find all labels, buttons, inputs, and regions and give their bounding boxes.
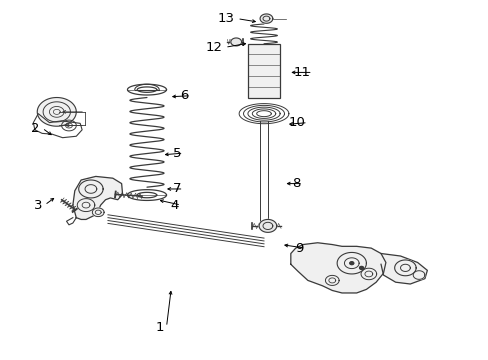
Text: 3: 3 [34, 199, 42, 212]
Text: 5: 5 [172, 147, 181, 159]
Text: 6: 6 [180, 89, 188, 102]
Polygon shape [37, 98, 76, 126]
Polygon shape [336, 252, 366, 274]
Polygon shape [359, 266, 363, 269]
Polygon shape [92, 208, 104, 217]
Polygon shape [290, 243, 385, 293]
Polygon shape [259, 220, 276, 232]
Text: 11: 11 [293, 66, 310, 79]
Text: 8: 8 [292, 177, 300, 190]
Polygon shape [394, 260, 415, 276]
Text: 4: 4 [170, 199, 178, 212]
Polygon shape [380, 253, 427, 284]
Polygon shape [325, 275, 338, 285]
Text: 7: 7 [172, 183, 181, 195]
Text: 13: 13 [217, 12, 234, 25]
Text: 10: 10 [288, 116, 305, 129]
Polygon shape [360, 268, 376, 280]
Polygon shape [260, 14, 272, 23]
Text: 12: 12 [205, 41, 222, 54]
Polygon shape [77, 199, 95, 212]
Polygon shape [230, 38, 241, 46]
Text: 1: 1 [155, 320, 163, 333]
Polygon shape [412, 271, 424, 279]
Polygon shape [79, 180, 103, 198]
Polygon shape [73, 176, 122, 220]
Text: 2: 2 [31, 122, 40, 135]
Polygon shape [247, 44, 280, 98]
Polygon shape [349, 262, 353, 265]
Text: 9: 9 [294, 242, 303, 255]
